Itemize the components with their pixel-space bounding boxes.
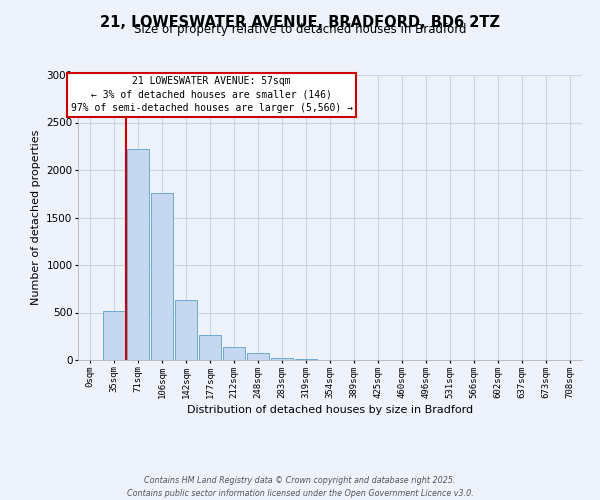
Bar xyxy=(295,358,317,360)
Bar xyxy=(223,346,245,360)
Text: Size of property relative to detached houses in Bradford: Size of property relative to detached ho… xyxy=(134,22,466,36)
Y-axis label: Number of detached properties: Number of detached properties xyxy=(31,130,41,305)
Bar xyxy=(247,354,269,360)
Bar xyxy=(151,193,173,360)
Text: 21, LOWESWATER AVENUE, BRADFORD, BD6 2TZ: 21, LOWESWATER AVENUE, BRADFORD, BD6 2TZ xyxy=(100,15,500,30)
X-axis label: Distribution of detached houses by size in Bradford: Distribution of detached houses by size … xyxy=(187,405,473,414)
Text: 21 LOWESWATER AVENUE: 57sqm
← 3% of detached houses are smaller (146)
97% of sem: 21 LOWESWATER AVENUE: 57sqm ← 3% of deta… xyxy=(71,76,353,113)
Bar xyxy=(127,149,149,360)
Bar xyxy=(175,300,197,360)
Bar xyxy=(199,336,221,360)
Text: Contains HM Land Registry data © Crown copyright and database right 2025.
Contai: Contains HM Land Registry data © Crown c… xyxy=(127,476,473,498)
Bar xyxy=(103,310,125,360)
Bar xyxy=(271,358,293,360)
